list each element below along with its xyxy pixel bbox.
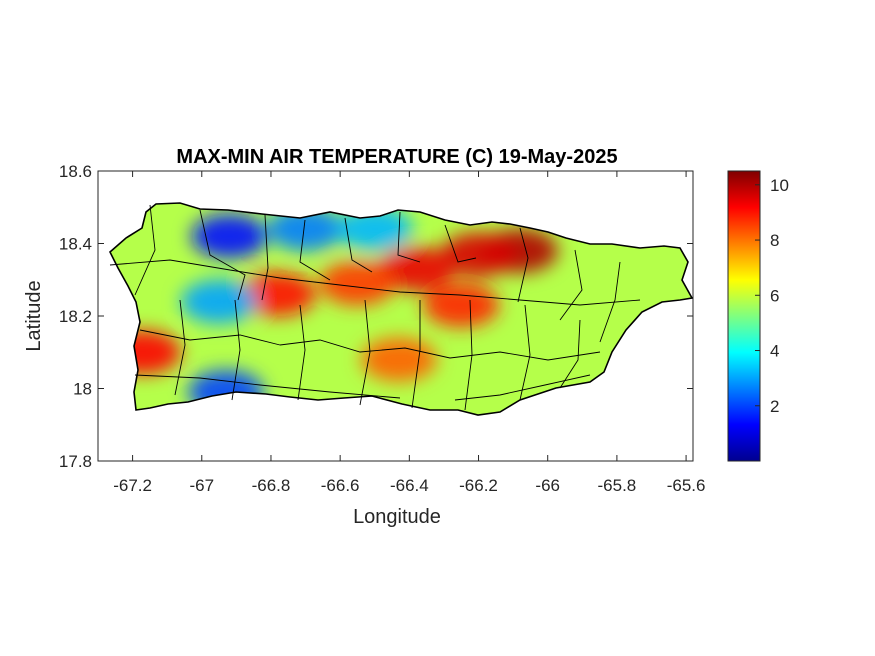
x-tick-label: -67.2	[113, 476, 152, 495]
temperature-hotspot	[267, 207, 344, 251]
temperature-hotspot	[191, 214, 268, 259]
temperature-hotspot	[378, 246, 455, 291]
y-axis-label: Latitude	[23, 280, 45, 351]
colorbar-tick-label: 2	[770, 397, 779, 416]
x-axis-label: Longitude	[353, 506, 441, 528]
island-outline	[109, 202, 694, 416]
colorbar-tick-label: 6	[770, 286, 779, 305]
y-axis: 18.6 18.4 18.2 18 17.8	[59, 162, 693, 471]
x-tick-label: -66	[535, 476, 560, 495]
municipal-border	[139, 299, 601, 411]
temperature-hotspot	[239, 272, 316, 317]
municipality-borders	[109, 204, 641, 411]
y-tick-label: 18.6	[59, 162, 92, 181]
colorbar-tick-label: 10	[770, 176, 789, 195]
x-tick-label: -66.4	[390, 476, 429, 495]
colorbar-tick-label: 4	[770, 342, 779, 361]
x-tick-label: -66.6	[321, 476, 360, 495]
y-tick-label: 18.2	[59, 307, 92, 326]
y-tick-label: 18.4	[59, 235, 92, 254]
y-tick-label: 17.8	[59, 452, 92, 471]
temperature-hotspot	[360, 337, 437, 382]
colorbar-ticks: 10 8 6 4 2	[755, 176, 789, 416]
temperature-hotspot	[336, 207, 413, 251]
temperature-hotspot	[440, 232, 517, 277]
colorbar-tick-label: 8	[770, 231, 779, 250]
y-tick-label: 18	[73, 380, 92, 399]
x-tick-label: -65.6	[667, 476, 706, 495]
municipal-border	[109, 259, 641, 401]
x-tick-label: -67	[189, 476, 214, 495]
x-tick-label: -65.8	[598, 476, 637, 495]
temperature-hotspot	[181, 279, 258, 324]
x-tick-label: -66.8	[252, 476, 291, 495]
temperature-hotspot	[319, 261, 396, 306]
chart-title: MAX-MIN AIR TEMPERATURE (C) 19-May-2025	[176, 146, 617, 168]
colorbar	[727, 170, 761, 462]
x-tick-label: -66.2	[459, 476, 498, 495]
municipal-border	[134, 204, 621, 343]
x-axis: -67.2 -67 -66.8 -66.6 -66.4 -66.2 -66 -65.8 -65.…	[113, 171, 705, 495]
temperature-hotspot	[423, 283, 500, 328]
